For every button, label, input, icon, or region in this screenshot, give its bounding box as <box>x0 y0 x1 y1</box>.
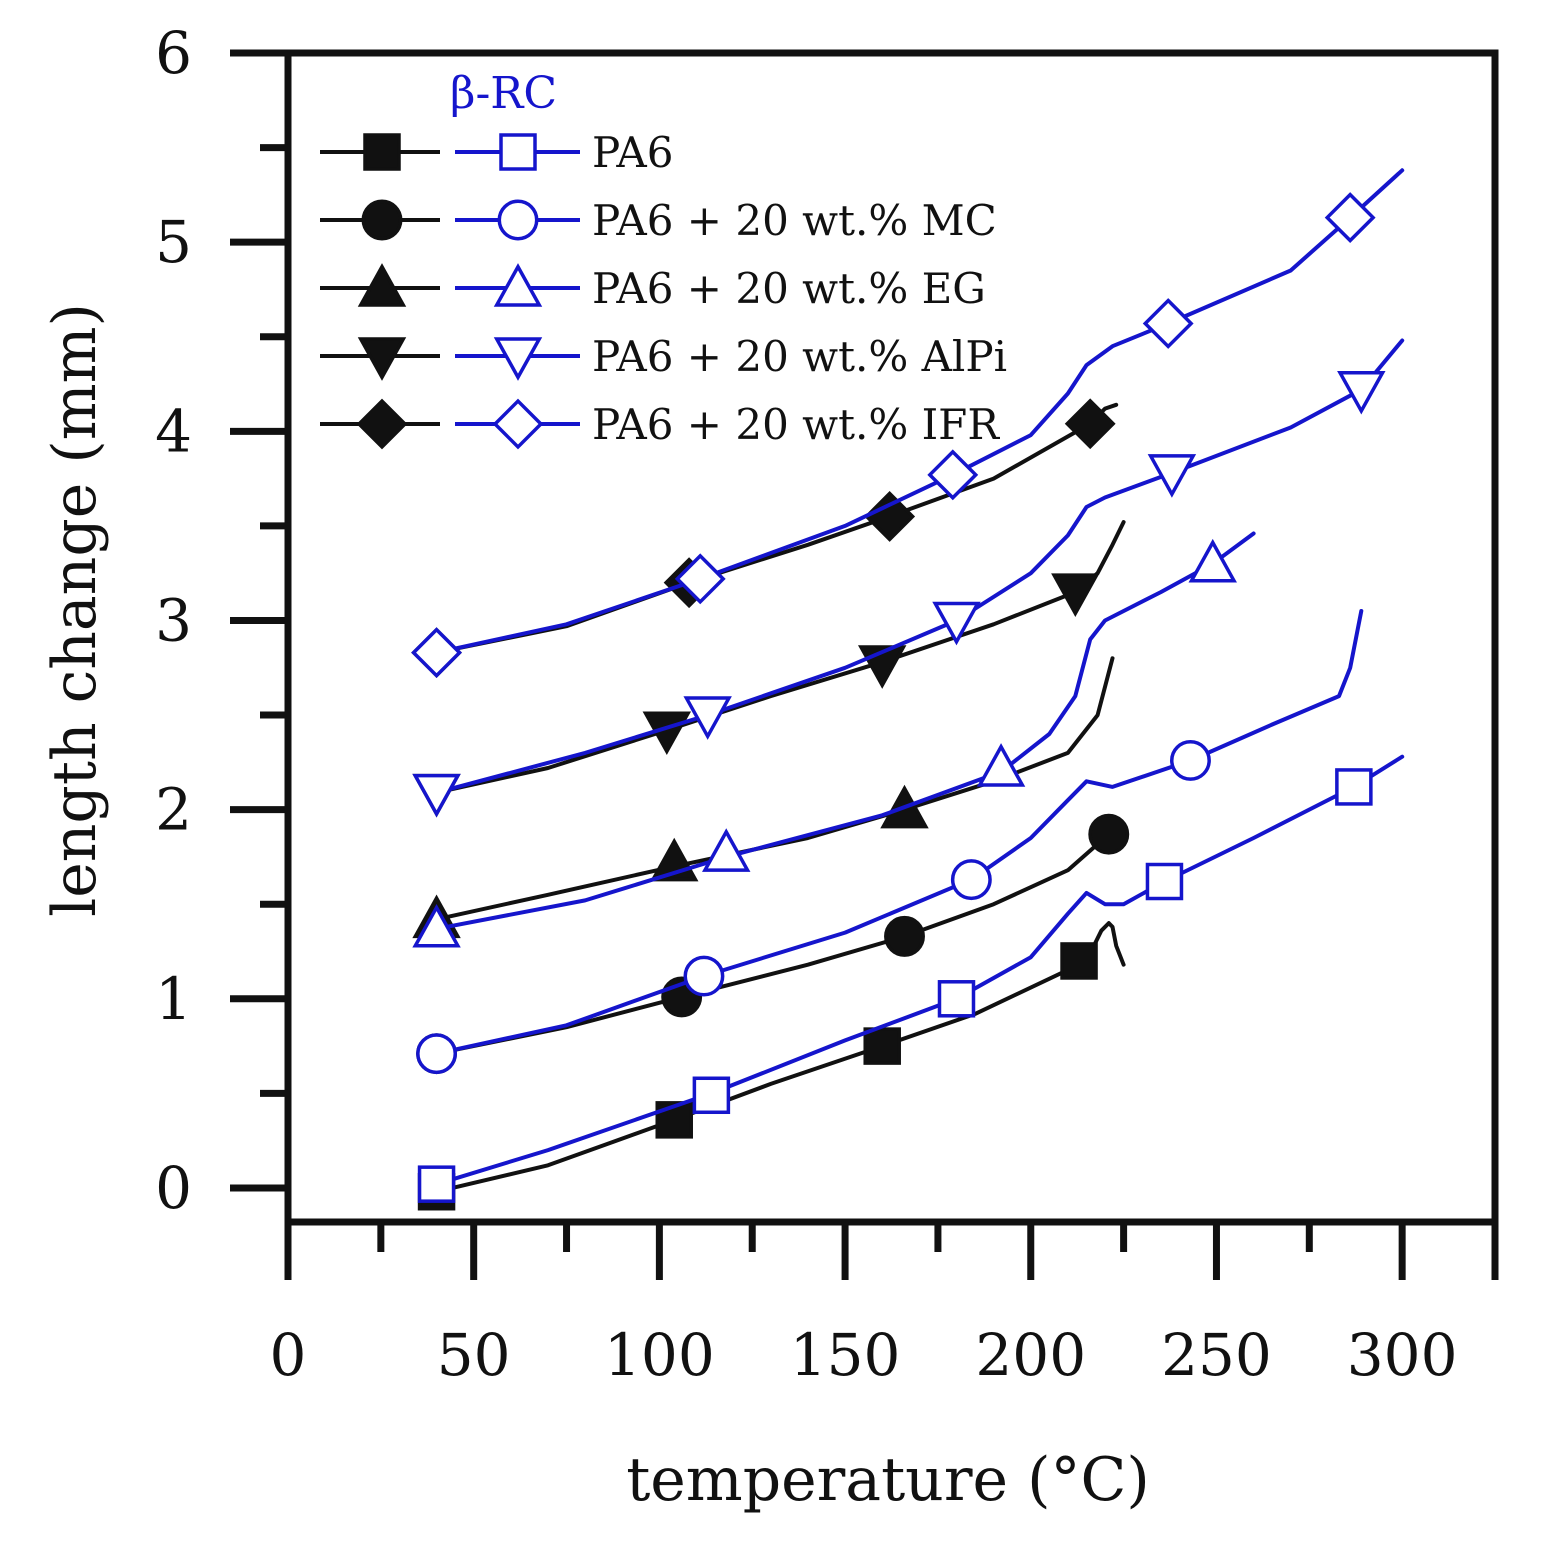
data-point-diamond <box>1064 398 1116 450</box>
data-point-diamond <box>1142 298 1194 349</box>
legend-label: PA6 + 20 wt.% AlPi <box>592 332 1007 381</box>
y-tick-label: 5 <box>155 208 192 276</box>
series-line <box>434 754 1405 1187</box>
series-pa6-rc <box>417 754 1405 1203</box>
data-point-triangle-up <box>976 743 1026 787</box>
series-pa6-20-wt-mc-rc <box>416 609 1364 1075</box>
series-layer <box>411 168 1405 1211</box>
data-point-circle <box>950 859 992 901</box>
legend-marker-base <box>357 337 407 381</box>
data-point-diamond <box>927 449 979 501</box>
series-line <box>434 609 1364 1056</box>
data-point-square <box>863 1027 901 1065</box>
data-point-circle <box>683 955 725 997</box>
x-tick-label: 250 <box>1161 1321 1272 1389</box>
series-line <box>434 531 1256 931</box>
y-tick-label: 2 <box>155 776 192 844</box>
legend: β-RC PA6 PA6 + 20 wt.% MC PA6 + 20 wt.% EG… <box>320 68 1007 450</box>
legend-entry: PA6 + 20 wt.% AlPi <box>320 332 1007 381</box>
series-line <box>434 520 1126 795</box>
data-point-square <box>1145 862 1184 901</box>
ticks-layer: 0 1 2 3 4 5 6 0 50 100 150 200 250 300 <box>155 19 1499 1389</box>
legend-marker-rc <box>493 263 543 307</box>
data-point-triangle-down <box>932 601 981 646</box>
x-axis-title: temperature (°C) <box>626 1445 1150 1515</box>
plot-area-border <box>284 49 1499 1226</box>
y-axis-title: length change (mm) <box>40 303 110 917</box>
data-point-square <box>1335 768 1373 806</box>
data-point-diamond <box>411 627 462 679</box>
data-point-triangle-down <box>683 696 732 740</box>
data-point-circle <box>416 1033 458 1075</box>
series-pa6-base <box>417 921 1126 1211</box>
x-tick-label: 0 <box>270 1321 307 1389</box>
data-point-triangle-up <box>412 903 461 948</box>
legend-marker-base <box>363 133 401 171</box>
x-tick-label: 50 <box>437 1321 511 1389</box>
data-point-square <box>1060 942 1098 980</box>
legend-label: PA6 + 20 wt.% IFR <box>592 400 1000 449</box>
legend-marker-base <box>361 199 403 241</box>
data-point-diamond <box>864 491 916 542</box>
legend-marker-rc <box>497 199 539 241</box>
legend-entry: PA6 + 20 wt.% IFR <box>320 398 1000 450</box>
y-tick-label: 6 <box>155 19 192 87</box>
data-point-triangle-up <box>1188 538 1237 583</box>
series-pa6-20-wt-alpi-rc <box>412 338 1405 818</box>
data-point-circle <box>1088 813 1130 855</box>
x-tick-label: 100 <box>604 1321 715 1389</box>
plot-frame <box>284 49 1499 1226</box>
data-point-diamond <box>674 553 726 605</box>
series-pa6-20-wt-ifr-rc <box>411 168 1405 679</box>
legend-label: PA6 + 20 wt.% MC <box>592 196 997 245</box>
legend-heading: β-RC <box>450 68 557 119</box>
y-tick-label: 4 <box>155 397 192 465</box>
legend-label: PA6 <box>592 128 673 177</box>
data-point-triangle-down <box>1051 573 1100 617</box>
x-tick-label: 150 <box>790 1321 901 1389</box>
legend-marker-rc <box>493 337 543 381</box>
data-point-square <box>937 980 976 1018</box>
data-point-circle <box>884 915 925 957</box>
legend-entry: PA6 + 20 wt.% EG <box>320 263 986 313</box>
legend-marker-base <box>357 263 407 307</box>
legend-marker-base <box>356 398 408 450</box>
y-tick-label: 1 <box>155 965 192 1033</box>
x-tick-label: 300 <box>1347 1321 1458 1389</box>
legend-entry: PA6 + 20 wt.% MC <box>320 196 997 245</box>
data-point-diamond <box>1324 192 1376 243</box>
y-tick-label: 0 <box>155 1154 192 1222</box>
data-point-triangle-up <box>702 828 751 872</box>
legend-marker-rc <box>499 133 537 171</box>
data-point-triangle-down <box>1147 454 1197 498</box>
legend-label: PA6 + 20 wt.% EG <box>592 264 986 313</box>
y-tick-label: 3 <box>155 586 192 654</box>
x-tick-label: 200 <box>975 1321 1086 1389</box>
data-point-circle <box>1170 740 1211 781</box>
data-point-triangle-down <box>412 773 461 818</box>
data-point-triangle-down <box>1337 370 1386 415</box>
series-line <box>434 656 1115 922</box>
series-line <box>434 832 1111 1056</box>
series-pa6-20-wt-eg-rc <box>412 531 1256 948</box>
data-point-square <box>692 1076 731 1115</box>
legend-marker-rc <box>492 398 544 450</box>
legend-entry: PA6 <box>320 128 673 177</box>
data-point-square <box>417 1165 456 1203</box>
